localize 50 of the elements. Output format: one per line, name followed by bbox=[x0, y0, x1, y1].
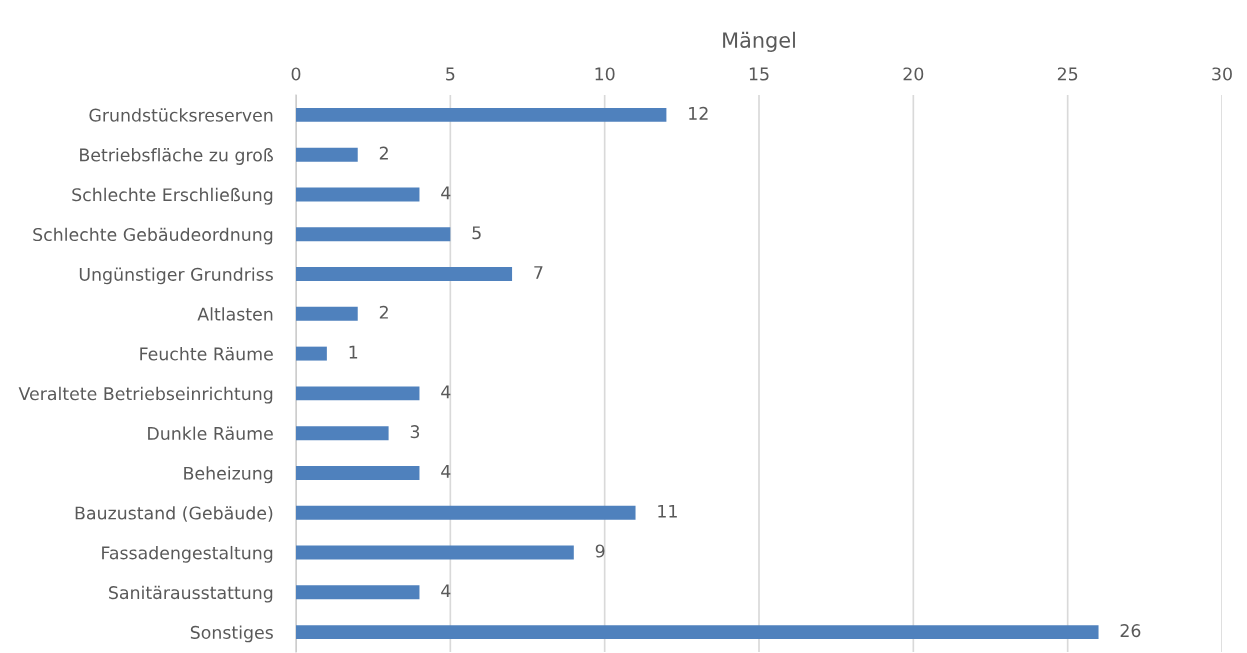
x-axis-title: Mängel bbox=[723, 31, 795, 52]
data-label: 11 bbox=[658, 504, 677, 518]
bar bbox=[296, 625, 1099, 640]
y-tick-label: Ungünstiger Grundriss bbox=[79, 267, 273, 285]
y-tick-label: Altlasten bbox=[197, 307, 273, 321]
data-label: 4 bbox=[441, 584, 451, 598]
bar bbox=[296, 426, 389, 441]
y-tick-label: Fassadengestaltung bbox=[102, 545, 273, 563]
data-label: 2 bbox=[379, 305, 388, 319]
bar bbox=[296, 187, 420, 202]
bar bbox=[296, 545, 574, 560]
x-tick-label: 25 bbox=[1057, 67, 1078, 81]
x-tick-label: 20 bbox=[903, 67, 924, 81]
bar bbox=[296, 585, 420, 600]
data-label: 7 bbox=[534, 266, 543, 279]
bar bbox=[296, 306, 358, 321]
data-label: 12 bbox=[689, 106, 708, 120]
y-tick-label: Sonstiges bbox=[190, 625, 273, 643]
y-tick-label: Feuchte Räume bbox=[140, 347, 273, 361]
y-tick-label: Betriebsfläche zu groß bbox=[80, 148, 273, 165]
y-tick-label: Sanitärausstattung bbox=[109, 585, 273, 603]
x-tick-label: 5 bbox=[446, 67, 455, 81]
data-label: 26 bbox=[1120, 624, 1141, 638]
bar bbox=[296, 107, 667, 122]
bar bbox=[296, 227, 451, 242]
bar bbox=[296, 466, 420, 480]
bar bbox=[296, 505, 636, 520]
data-label: 4 bbox=[441, 186, 451, 200]
bar bbox=[296, 147, 358, 162]
y-tick-label: Schlechte Gebäudeordnung bbox=[33, 227, 273, 245]
data-label: 3 bbox=[410, 425, 420, 439]
x-tick-label: 10 bbox=[595, 67, 615, 81]
data-label: 4 bbox=[441, 385, 451, 399]
y-tick-label: Beheizung bbox=[184, 466, 273, 484]
bar bbox=[296, 346, 327, 361]
bar bbox=[296, 267, 513, 281]
x-tick-label: 0 bbox=[291, 67, 301, 81]
data-label: 5 bbox=[472, 226, 481, 240]
y-tick-label: Veraltete Betriebseinrichtung bbox=[18, 386, 273, 404]
data-label: 9 bbox=[595, 544, 605, 558]
data-label: 1 bbox=[349, 345, 358, 359]
y-tick-label: Bauzustand (Gebäude) bbox=[75, 506, 273, 522]
data-label: 4 bbox=[441, 465, 451, 478]
data-label: 2 bbox=[379, 146, 388, 160]
y-tick-label: Grundstücksreserven bbox=[89, 108, 273, 122]
y-tick-label: Dunkle Räume bbox=[148, 426, 273, 441]
bar bbox=[296, 386, 420, 401]
x-tick-label: 15 bbox=[749, 67, 769, 81]
x-tick-label: 30 bbox=[1212, 67, 1232, 81]
y-tick-label: Schlechte Erschließung bbox=[72, 187, 273, 205]
